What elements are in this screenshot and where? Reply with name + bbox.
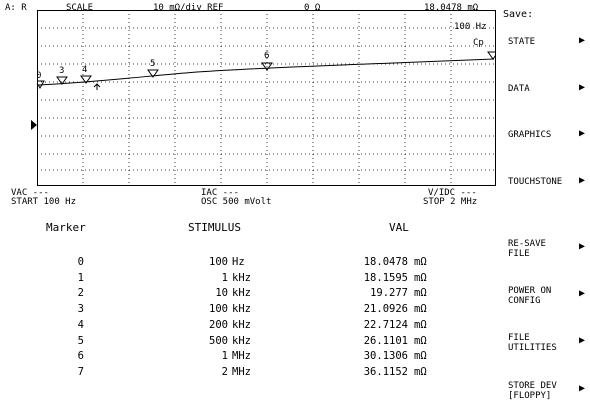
softkey-graphics[interactable]: GRAPHICS [508,130,552,140]
table-row-value: 21.0926 [363,303,408,316]
value-column-header: VAL [389,221,409,234]
table-row-marker: 3 [77,303,84,316]
table-row-marker: 2 [77,287,84,300]
table-row-unit: mΩ [414,303,427,316]
right-triangle-icon: ▶ [579,175,586,186]
softkey-touchstone[interactable]: TOUCHSTONE [508,177,563,187]
marker-column-header: Marker [46,221,86,234]
marker-label-0: 0 [37,71,41,81]
table-row-unit: mΩ [414,334,427,347]
table-row-stim-unit: kHz [232,334,251,347]
softkey-re-save-file[interactable]: RE-SAVE FILE [508,239,546,259]
table-row-value: 19.277 [370,287,408,300]
softkey-state[interactable]: STATE [508,37,536,47]
table-row-stim-value: 1 [221,350,228,363]
table-row-stim-value: 200 [209,318,228,331]
vdc-label: V/IDC --- [428,188,477,198]
table-row-stim-value: 500 [209,334,228,347]
right-triangle-icon: ▶ [579,82,586,93]
marker-label-5: 5 [150,59,155,69]
table-row-value: 22.7124 [363,318,408,331]
softkey-menu-title: Save: [503,9,534,20]
right-triangle-icon: ▶ [579,288,586,299]
table-row-stim-value: 1 [221,271,228,284]
table-row-unit: mΩ [414,350,427,363]
vac-label: VAC --- [11,188,49,198]
table-row-value: 26.1101 [363,334,408,347]
ref-position-icon [31,120,37,130]
marker-label-6: 6 [264,51,269,61]
table-row-value: 18.0478 [363,256,408,268]
start-label: START 100 Hz [11,197,77,207]
table-row-marker: 6 [77,350,84,363]
trace-graph[interactable]: 100 Hz Cp 0 3 4 5 6 [37,10,496,186]
down-triangle-marker-icon [80,75,92,84]
ref-value: 0 Ω [304,3,321,13]
table-row-unit: mΩ [414,318,427,331]
marker-label-4: 4 [82,65,87,75]
stimulus-column-header: STIMULUS [188,221,241,234]
osc-label: OSC 500 mVolt [201,197,272,207]
table-row-unit: mΩ [414,256,427,268]
table-row-stim-value: 100 [209,303,228,316]
softkey-file-utilities[interactable]: FILE UTILITIES [508,333,557,353]
table-row-stim-value: 10 [215,287,228,300]
table-row-stim-unit: MHz [232,365,251,378]
right-triangle-icon: ▶ [579,383,586,394]
right-triangle-icon: ▶ [579,335,586,346]
cp-label: Cp [473,38,484,48]
table-row-value: 30.1306 [363,350,408,363]
table-row-unit: mΩ [414,365,427,378]
down-triangle-marker-icon [56,76,68,85]
table-row-unit: mΩ [414,271,427,284]
down-triangle-marker-icon [487,51,496,60]
right-triangle-icon: ▶ [579,128,586,139]
table-row-value: 36.1152 [363,365,408,378]
marker-label-3: 3 [59,66,64,76]
table-row-stim-unit: kHz [232,271,251,284]
iac-label: IAC --- [201,188,239,198]
freq-annotation: 100 Hz [454,22,487,32]
softkey-store-dev-floppy[interactable]: STORE DEV [FLOPPY] [508,381,557,401]
marker-readout: 18.0478 mΩ [424,3,479,13]
graph-border [37,10,496,186]
trace-line [38,58,495,86]
softkey-data[interactable]: DATA [508,84,530,94]
table-row-value: 18.1595 [363,271,408,284]
active-marker-cursor-icon [93,83,101,90]
softkey-power-on-config[interactable]: POWER ON CONFIG [508,286,552,306]
table-row-stim-unit: kHz [232,318,251,331]
table-row-stim-unit: kHz [232,287,251,300]
table-row-marker: 0 [77,256,84,268]
stop-label: STOP 2 MHz [423,197,478,207]
down-triangle-marker-icon [147,69,159,78]
table-row-stim-value: 2 [221,365,228,378]
down-triangle-marker-icon [261,62,273,71]
table-row-marker: 7 [77,365,84,378]
right-triangle-icon: ▶ [579,35,586,46]
table-row-marker: 5 [77,334,84,347]
right-triangle-icon: ▶ [579,241,586,252]
table-row-stim-unit: MHz [232,350,251,363]
down-triangle-marker-icon [37,80,45,90]
table-row-stim-value: 100 [209,256,228,268]
table-row-stim-unit: kHz [232,303,251,316]
table-row-stim-unit: Hz [232,256,245,268]
table-row-marker: 1 [77,271,84,284]
channel-label: A: R [5,3,27,13]
graph-gridlines [37,10,496,186]
table-row-marker: 4 [77,318,84,331]
scale-label: SCALE [66,3,94,13]
table-row-unit: mΩ [414,287,427,300]
scale-value: 10 mΩ/div REF [153,3,224,13]
